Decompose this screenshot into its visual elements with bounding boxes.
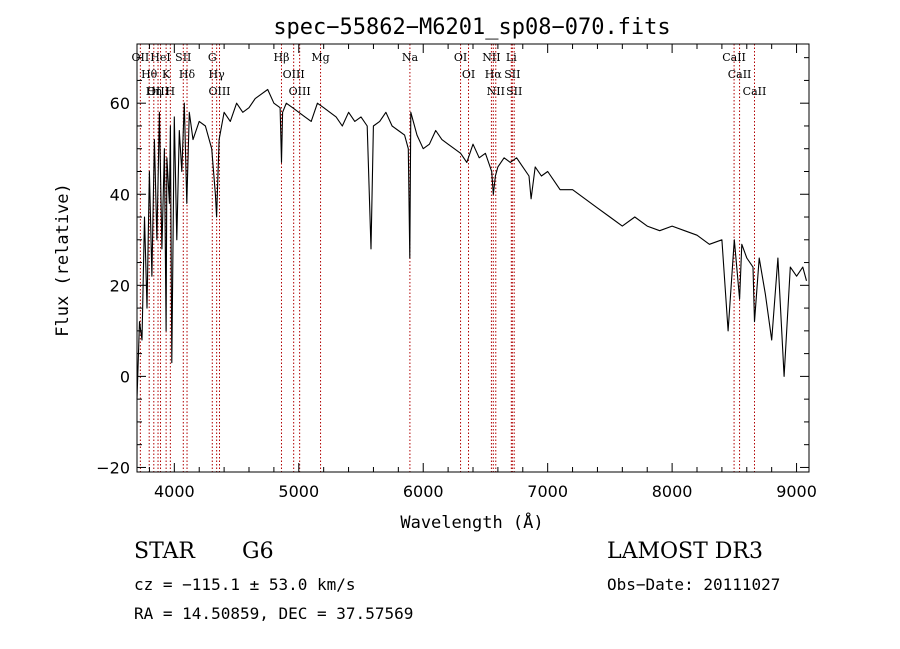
y-axis-ticks: −20 0 20 40 60 (96, 57, 809, 477)
spectral-line-label: K (162, 68, 171, 81)
spectral-line-label: Hα (485, 68, 503, 81)
chart-title: spec−55862−M6201_sp08−070.fits (273, 15, 670, 40)
spectral-line-label: OI (454, 51, 467, 64)
flux-series-line (136, 88, 808, 400)
x-tick-label: 8000 (652, 482, 693, 501)
x-tick-label: 9000 (776, 482, 817, 501)
y-axis-label: Flux (relative) (53, 183, 73, 337)
observation-date: Obs−Date: 20111027 (607, 575, 780, 594)
spectral-line-label: Hη (146, 85, 162, 98)
redshift-text: cz = −115.1 ± 53.0 km/s (134, 575, 356, 594)
spectral-line-label: OIII (208, 85, 230, 98)
spectral-line-labels: OIIHθHηOIIIHeIKHSIIHδGHγOIIIHβOIIIOIIIMg… (132, 51, 767, 98)
spectral-line-label: CaII (728, 68, 752, 81)
y-tick-label: −20 (96, 458, 130, 477)
coordinates-text: RA = 14.50859, DEC = 37.57569 (134, 604, 413, 623)
spectral-line-label: Hβ (274, 51, 290, 64)
x-axis-label: Wavelength (Å) (400, 511, 543, 533)
spectral-line-markers (139, 44, 755, 472)
spectral-line-label: NII (487, 85, 505, 98)
y-tick-label: 20 (110, 276, 130, 295)
spectrum-series (136, 88, 808, 400)
object-class: STAR (134, 539, 196, 564)
spectral-line-label: CaII (722, 51, 746, 64)
spectral-line-label: CaII (743, 85, 767, 98)
spectral-line-label: G (208, 51, 217, 64)
spectral-line-label: OI (462, 68, 475, 81)
survey-name: LAMOST DR3 (607, 539, 763, 564)
spectral-line-label: Hθ (141, 68, 158, 81)
spectral-line-label: NII (482, 51, 500, 64)
spectral-line-label: SII (506, 85, 522, 98)
spectral-line-label: SII (175, 51, 191, 64)
subclass: G6 (242, 539, 274, 564)
spectral-line-label: SII (504, 68, 520, 81)
y-tick-label: 40 (110, 185, 130, 204)
spectral-line-label: Hδ (179, 68, 196, 81)
spectral-line-label: HeI (150, 51, 170, 64)
spectral-line-label: OIII (147, 85, 169, 98)
spectral-line-label: Li (506, 51, 517, 64)
y-tick-label: 0 (120, 367, 130, 386)
plot-frame (136, 43, 810, 473)
spectral-line-label: Na (402, 51, 419, 64)
spectral-line-label: H (166, 85, 176, 98)
x-tick-label: 4000 (154, 482, 195, 501)
x-axis-ticks: 4000 5000 6000 7000 8000 9000 (148, 44, 817, 501)
spectral-line-label: OIII (283, 68, 305, 81)
y-tick-label: 60 (110, 94, 130, 113)
spectral-line-label: Mg (311, 51, 329, 64)
spectral-line-label: OIII (289, 85, 311, 98)
x-tick-label: 6000 (403, 482, 444, 501)
spectral-line-label: Hγ (209, 68, 226, 81)
x-tick-label: 7000 (527, 482, 568, 501)
x-tick-label: 5000 (278, 482, 319, 501)
